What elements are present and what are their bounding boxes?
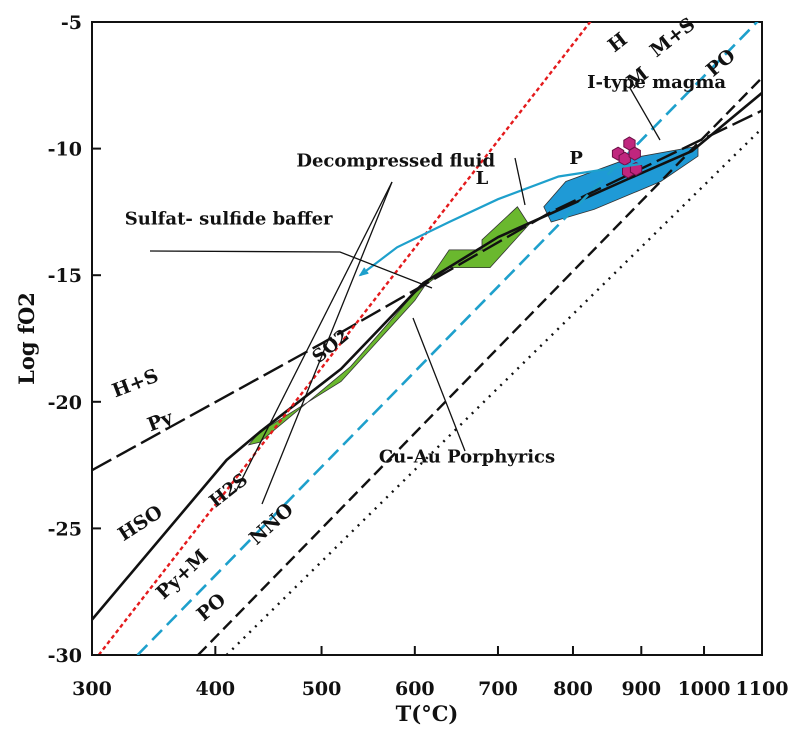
x-tick-label-4: 700	[478, 678, 518, 700]
boundary-label-3-0: M+S	[646, 13, 699, 62]
boundary-label-4-1: NNO	[245, 499, 298, 550]
annotation-4: L	[476, 168, 489, 189]
annotation-1: Decompressed fluid	[296, 150, 495, 171]
y-tick-label-5: -30	[48, 645, 82, 667]
annotation-2: Sulfat- sulfide baffer	[125, 209, 333, 230]
annotation-5: P	[569, 148, 583, 169]
buffer-line-3	[136, 22, 759, 655]
buffer-line-2	[97, 22, 592, 655]
x-tick-label-2: 500	[302, 678, 342, 700]
y-tick-label-2: -15	[48, 265, 82, 287]
x-tick-label-6: 900	[621, 678, 661, 700]
y-tick-label-0: -5	[61, 12, 82, 34]
x-tick-label-5: 800	[553, 678, 593, 700]
x-axis-title: T(°C)	[396, 701, 459, 726]
leader-line-4	[261, 181, 393, 505]
buffer-line-4	[197, 76, 762, 655]
y-tick-label-4: -25	[48, 518, 82, 540]
boundary-label-2-0: H	[604, 28, 632, 56]
leader-line-1	[149, 250, 433, 289]
annotation-0: I-type magma	[587, 72, 726, 93]
x-tick-label-3: 600	[395, 678, 435, 700]
leader-line-2	[412, 317, 466, 452]
boundary-label-0-0: H+S	[109, 365, 161, 403]
leader-line-5	[629, 87, 661, 141]
leader-line-3	[235, 181, 393, 492]
plot-area	[92, 22, 762, 655]
x-tick-label-1: 400	[195, 678, 235, 700]
x-tick-label-0: 300	[72, 678, 112, 700]
y-axis-title: Log fO2	[14, 292, 39, 385]
region-0	[247, 206, 530, 446]
buffer-line-0	[92, 109, 762, 472]
buffer-line-5	[225, 127, 762, 655]
leader-line-0	[514, 157, 526, 206]
x-tick-label-8: 1100	[736, 678, 789, 700]
boundary-label-0-1: Py	[144, 406, 176, 436]
y-tick-label-3: -20	[48, 392, 82, 414]
magma-symbol-3	[628, 146, 641, 161]
annotation-3: Cu-Au Porphyrics	[379, 447, 555, 468]
plot-frame	[91, 21, 763, 656]
x-tick-label-7: 1000	[678, 678, 731, 700]
y-tick-label-1: -10	[48, 139, 82, 161]
buffer-line-1	[92, 91, 762, 621]
decompression-arrow	[358, 162, 642, 277]
